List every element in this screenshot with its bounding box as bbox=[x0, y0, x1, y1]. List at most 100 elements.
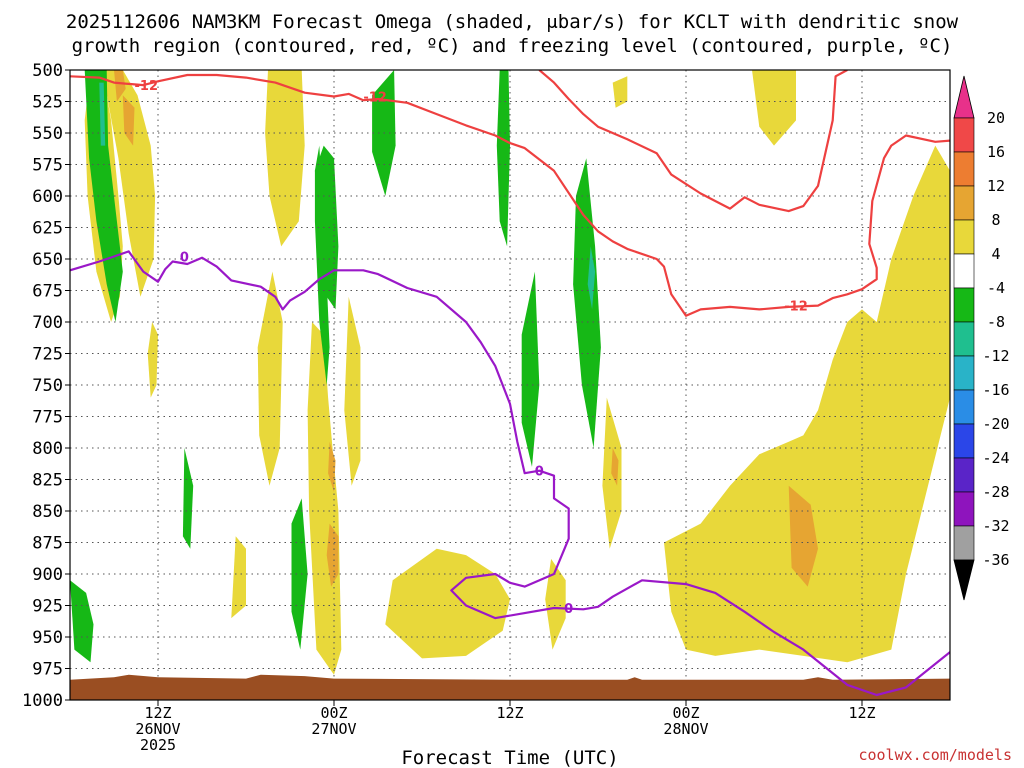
freezing-contour-label-1: 0 bbox=[535, 465, 544, 480]
omega-region-17 bbox=[326, 523, 339, 587]
omega-region-12 bbox=[752, 70, 796, 146]
y-tick-label: 925 bbox=[32, 597, 63, 617]
y-tick-label: 500 bbox=[32, 61, 63, 81]
chart-title-line1: 2025112606 NAM3KM Forecast Omega (shaded… bbox=[66, 11, 959, 33]
x-tick-label: 12Z bbox=[848, 704, 875, 722]
omega-region-31 bbox=[587, 246, 596, 310]
y-tick-label: 525 bbox=[32, 93, 63, 113]
y-tick-label: 975 bbox=[32, 660, 63, 680]
omega-region-9 bbox=[545, 558, 566, 650]
omega-region-16 bbox=[328, 441, 336, 493]
colorbar-tick-label: -16 bbox=[982, 381, 1009, 399]
chart-title-line2: growth region (contoured, red, ºC) and f… bbox=[72, 35, 953, 57]
colorbar-segment bbox=[953, 287, 975, 323]
y-tick-label: 625 bbox=[32, 219, 63, 239]
colorbar-tick-label: -24 bbox=[982, 449, 1009, 467]
omega-region-14 bbox=[114, 70, 126, 102]
x-axis-label: Forecast Time (UTC) bbox=[401, 747, 618, 768]
contour-lines: -12 -12 -12 0 0 0 bbox=[70, 70, 950, 697]
y-tick-label: 1000 bbox=[22, 691, 63, 711]
credit-text: coolwx.com/models bbox=[858, 746, 1012, 764]
omega-shading bbox=[70, 70, 950, 675]
y-tick-label: 700 bbox=[32, 313, 63, 333]
colorbar-segment bbox=[953, 219, 975, 255]
colorbar-segment bbox=[953, 253, 975, 289]
y-tick-label: 950 bbox=[32, 628, 63, 648]
x-tick-label: 27NOV bbox=[311, 720, 356, 738]
colorbar-tick-label: -20 bbox=[982, 415, 1009, 433]
colorbar-tick-label: -32 bbox=[982, 517, 1009, 535]
colorbar-tick-label: 20 bbox=[987, 109, 1005, 127]
colorbar-segment bbox=[953, 321, 975, 357]
freezing-contour-line-0 bbox=[70, 250, 950, 697]
y-tick-label: 800 bbox=[32, 439, 63, 459]
plot-area: -12 -12 -12 0 0 0 bbox=[69, 69, 951, 701]
colorbar-segment bbox=[953, 457, 975, 493]
colorbar-tick-label: 12 bbox=[987, 177, 1005, 195]
x-tick-label: 28NOV bbox=[663, 720, 708, 738]
omega-region-25 bbox=[70, 580, 94, 663]
omega-region-22 bbox=[314, 145, 339, 310]
colorbar-segment bbox=[953, 423, 975, 459]
colorbar: 20 16 12 8 4 -4 -8 -12 -16 -20 -24 -28 -32 -36 bbox=[953, 75, 1010, 601]
y-tick-label: 600 bbox=[32, 187, 63, 207]
omega-region-24 bbox=[291, 498, 308, 650]
y-tick-label: 650 bbox=[32, 250, 63, 270]
y-tick-label: 900 bbox=[32, 565, 63, 585]
dgz-contour-label-2: -12 bbox=[784, 300, 808, 315]
colorbar-tick-label: -8 bbox=[987, 313, 1005, 331]
x-tick-label: 12Z bbox=[144, 704, 171, 722]
y-tick-label: 550 bbox=[32, 124, 63, 144]
freezing-contour-label-0: 0 bbox=[180, 250, 189, 265]
y-tick-label: 725 bbox=[32, 345, 63, 365]
colorbar-segment bbox=[953, 151, 975, 187]
omega-region-4 bbox=[257, 271, 283, 486]
colorbar-tick-label: -12 bbox=[982, 347, 1009, 365]
colorbar-segment bbox=[953, 525, 975, 561]
omega-region-3 bbox=[265, 70, 305, 247]
omega-region-30 bbox=[99, 82, 106, 146]
terrain-fill bbox=[70, 674, 950, 700]
omega-region-2 bbox=[147, 322, 158, 398]
colorbar-top-arrow bbox=[953, 75, 975, 119]
omega-region-27 bbox=[521, 271, 540, 467]
colorbar-segment bbox=[953, 491, 975, 527]
x-tick-label: 26NOV bbox=[135, 720, 180, 738]
colorbar-segment bbox=[953, 117, 975, 153]
dgz-contour-line-0 bbox=[70, 73, 950, 317]
y-tick-label: 575 bbox=[32, 156, 63, 176]
pressure-axis: 500 525 550 575 600 625 650 675 700 725 750 775 800 8… bbox=[22, 61, 70, 711]
omega-region-13 bbox=[612, 76, 628, 108]
x-tick-label: 2025 bbox=[140, 736, 176, 754]
colorbar-segment bbox=[953, 185, 975, 221]
colorbar-tick-label: -28 bbox=[982, 483, 1009, 501]
colorbar-segment bbox=[953, 355, 975, 391]
colorbar-tick-label: 8 bbox=[991, 211, 1000, 229]
omega-region-5 bbox=[307, 322, 342, 675]
y-tick-label: 825 bbox=[32, 471, 63, 491]
colorbar-tick-label: 16 bbox=[987, 143, 1005, 161]
colorbar-segment bbox=[953, 389, 975, 425]
omega-region-19 bbox=[611, 448, 619, 486]
omega-region-6 bbox=[344, 296, 361, 486]
dgz-contour-line-1 bbox=[538, 70, 848, 213]
y-tick-label: 775 bbox=[32, 408, 63, 428]
y-tick-label: 850 bbox=[32, 502, 63, 522]
dgz-contour-label-0: -12 bbox=[135, 79, 159, 94]
colorbar-tick-label: -36 bbox=[982, 551, 1009, 569]
x-tick-label: 00Z bbox=[320, 704, 347, 722]
omega-region-11 bbox=[664, 145, 950, 663]
x-tick-label: 12Z bbox=[496, 704, 523, 722]
omega-region-7 bbox=[231, 536, 246, 619]
colorbar-tick-label: -4 bbox=[987, 279, 1005, 297]
y-tick-label: 750 bbox=[32, 376, 63, 396]
omega-region-23 bbox=[182, 448, 194, 549]
x-tick-label: 00Z bbox=[672, 704, 699, 722]
omega-region-28 bbox=[573, 158, 601, 448]
omega-region-1 bbox=[102, 70, 156, 297]
dgz-contour-label-1: -12 bbox=[363, 90, 387, 105]
colorbar-bottom-arrow bbox=[953, 559, 975, 601]
y-tick-label: 875 bbox=[32, 534, 63, 554]
